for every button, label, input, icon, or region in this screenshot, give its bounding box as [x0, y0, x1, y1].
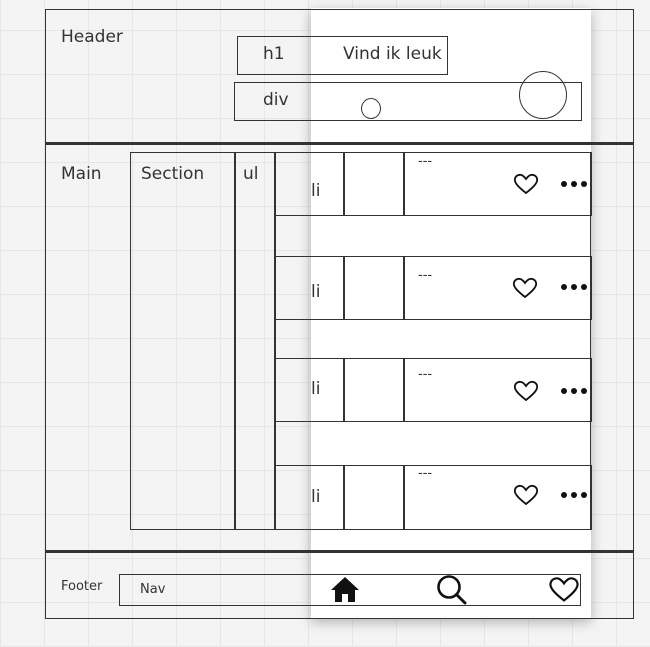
- list-item-label: li: [311, 282, 321, 302]
- small-circle-shape: [361, 98, 381, 119]
- section-label: Section: [141, 164, 205, 184]
- main-label: Main: [61, 164, 102, 184]
- header-label: Header: [61, 27, 123, 47]
- list-item-label: li: [311, 181, 321, 201]
- list-item-divider: [343, 465, 345, 530]
- page-frame: [45, 9, 634, 619]
- more-dots-icon[interactable]: [561, 386, 591, 396]
- heart-icon[interactable]: [547, 574, 581, 605]
- list-item-divider: [403, 152, 405, 216]
- list-item: [274, 152, 592, 216]
- ul-inner-line: [274, 152, 276, 530]
- list-item-divider: [403, 256, 405, 320]
- list-item-divider: [403, 358, 405, 422]
- heart-icon[interactable]: [512, 483, 540, 507]
- list-item-label: li: [311, 379, 321, 399]
- heart-icon[interactable]: [512, 379, 540, 403]
- nav-label: Nav: [140, 582, 166, 597]
- nav-box: [119, 574, 581, 606]
- h1-box: [237, 36, 448, 75]
- list-item: [274, 358, 592, 422]
- header-divider: [45, 142, 634, 145]
- list-item: [274, 465, 592, 530]
- h1-label: h1: [263, 44, 285, 64]
- list-item-text: ---: [418, 466, 433, 481]
- heart-icon[interactable]: [512, 172, 540, 196]
- list-item-divider: [343, 152, 345, 216]
- large-circle-shape: [519, 71, 567, 119]
- footer-divider: [45, 550, 634, 553]
- more-dots-icon[interactable]: [561, 490, 591, 500]
- list-item-divider: [403, 465, 405, 530]
- list-item-text: ---: [418, 268, 433, 283]
- footer-label: Footer: [61, 579, 103, 594]
- div-box: [234, 82, 582, 121]
- list-item-text: ---: [418, 154, 433, 169]
- div-label: div: [263, 90, 289, 110]
- h1-title-text: Vind ik leuk: [343, 44, 442, 64]
- list-item: [274, 256, 592, 320]
- home-icon[interactable]: [330, 576, 360, 603]
- list-item-divider: [343, 358, 345, 422]
- more-dots-icon[interactable]: [561, 282, 591, 292]
- ul-label: ul: [243, 164, 259, 184]
- list-item-text: ---: [418, 367, 433, 382]
- heart-icon[interactable]: [511, 276, 539, 300]
- ul-divider-line: [234, 152, 236, 530]
- list-item-label: li: [311, 487, 321, 507]
- search-icon[interactable]: [436, 574, 467, 605]
- more-dots-icon[interactable]: [561, 179, 591, 189]
- list-item-divider: [343, 256, 345, 320]
